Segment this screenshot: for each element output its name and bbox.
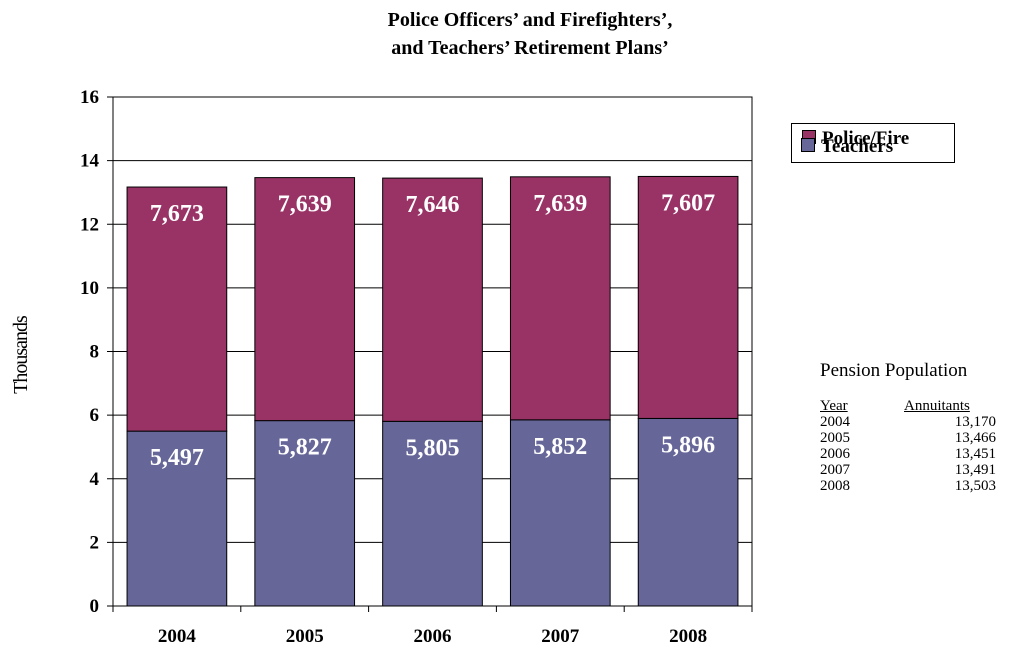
- pension-header-annuitants: Annuitants: [904, 398, 970, 414]
- chart-title-line-2: and Teachers’ Retirement Plans’: [391, 37, 669, 59]
- y-tick-label: 0: [90, 596, 100, 617]
- pension-population-title: Pension Population: [820, 360, 968, 381]
- chart-title-line-1: Police Officers’ and Firefighters’,: [387, 9, 673, 31]
- y-axis-label: Thousands: [10, 316, 32, 394]
- pension-row: 2005 13,466: [820, 430, 1011, 446]
- bar-teachers: [637, 417, 739, 607]
- pension-year: 2007: [820, 462, 850, 478]
- y-tick-label: 14: [80, 151, 100, 172]
- data-label-police-fire: 7,639: [533, 191, 587, 217]
- pension-header-year: Year: [820, 398, 848, 414]
- pension-annuitants: 13,466: [954, 430, 996, 446]
- pension-population-table: Year Annuitants 2004 13,170 2005 13,466 …: [820, 398, 1011, 494]
- y-tick-label: 2: [90, 532, 100, 553]
- y-tick-label: 6: [90, 405, 100, 426]
- pension-year: 2006: [820, 446, 850, 462]
- data-label-teachers: 5,827: [278, 435, 332, 461]
- pension-year: 2008: [820, 478, 850, 494]
- bar-police-fire: [509, 176, 611, 421]
- chart-title: Police Officers’ and Firefighters’, and …: [300, 6, 760, 62]
- x-tick-label: 2007: [541, 626, 580, 647]
- legend: Police/Fire: [791, 123, 955, 163]
- pension-year: 2004: [820, 414, 850, 430]
- legend-swatch-teachers: [801, 138, 815, 152]
- bar-police-fire: [126, 186, 228, 432]
- bar-police-fire: [637, 175, 739, 419]
- x-tick-label: 2005: [286, 626, 324, 647]
- pension-annuitants: 13,491: [954, 462, 996, 478]
- data-label-teachers: 5,805: [406, 435, 460, 461]
- pension-annuitants: 13,503: [954, 478, 996, 494]
- y-tick-label: 16: [80, 87, 99, 108]
- data-label-teachers: 5,852: [533, 434, 587, 460]
- pension-row: 2007 13,491: [820, 462, 1011, 478]
- pension-year: 2005: [820, 430, 850, 446]
- bar-teachers: [509, 419, 611, 607]
- legend-item-teachers: Teachers: [801, 136, 893, 158]
- x-tick-label: 2004: [158, 626, 197, 647]
- data-label-police-fire: 7,646: [406, 192, 460, 218]
- bar-police-fire: [382, 177, 483, 422]
- y-tick-label: 12: [80, 214, 99, 235]
- bar-teachers: [382, 420, 483, 607]
- pension-row: 2006 13,451: [820, 446, 1011, 462]
- data-label-teachers: 5,896: [661, 432, 715, 458]
- pension-row: 2004 13,170: [820, 414, 1011, 430]
- data-label-teachers: 5,497: [150, 445, 204, 471]
- bar-teachers: [254, 420, 356, 607]
- legend-label-teachers: Teachers: [821, 136, 894, 157]
- x-tick-label: 2006: [414, 626, 452, 647]
- data-label-police-fire: 7,607: [661, 190, 715, 216]
- legend-label-police-fire: Police/Fire: [822, 128, 910, 149]
- pension-row: 2008 13,503: [820, 478, 1011, 494]
- data-label-police-fire: 7,639: [278, 192, 332, 218]
- y-tick-label: 4: [90, 469, 100, 490]
- y-tick-label: 10: [80, 278, 99, 299]
- x-tick-label: 2008: [669, 626, 707, 647]
- pension-annuitants: 13,170: [954, 414, 996, 430]
- data-label-police-fire: 7,673: [150, 201, 204, 227]
- pension-annuitants: 13,451: [954, 446, 996, 462]
- y-tick-label: 8: [90, 342, 100, 363]
- pension-table-header: Year Annuitants: [820, 398, 1011, 414]
- bar-police-fire: [254, 177, 356, 422]
